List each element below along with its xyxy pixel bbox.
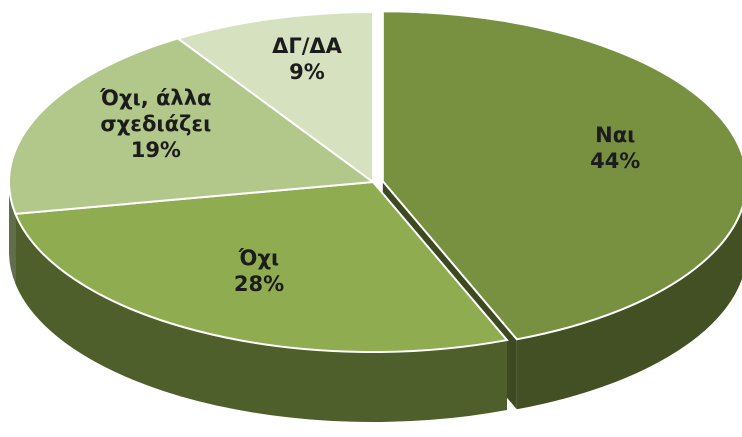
slice — [175, 10, 374, 184]
slice-side — [516, 208, 742, 410]
category-label: Όχι, άλλα σχεδιάζει — [100, 86, 212, 137]
value-label: 28% — [233, 272, 285, 297]
slice-label: Ναι 44% — [530, 122, 700, 174]
slice-label: ΔΓ/ΔΑ 9% — [222, 33, 392, 85]
value-label: 9% — [289, 59, 325, 84]
slice-side — [9, 182, 16, 284]
value-label: 19% — [130, 138, 181, 163]
value-label: 44% — [590, 148, 641, 173]
slice — [381, 10, 742, 341]
category-label: ΔΓ/ΔΑ — [272, 33, 342, 58]
slice-side — [15, 213, 507, 423]
slice-label: Όχι 28% — [174, 245, 344, 297]
slice — [8, 37, 376, 215]
category-label: Όχι — [238, 246, 280, 271]
slice — [14, 180, 509, 353]
slice-label: Όχι, άλλα σχεδιάζει 19% — [71, 85, 241, 163]
category-label: Ναι — [595, 122, 636, 147]
